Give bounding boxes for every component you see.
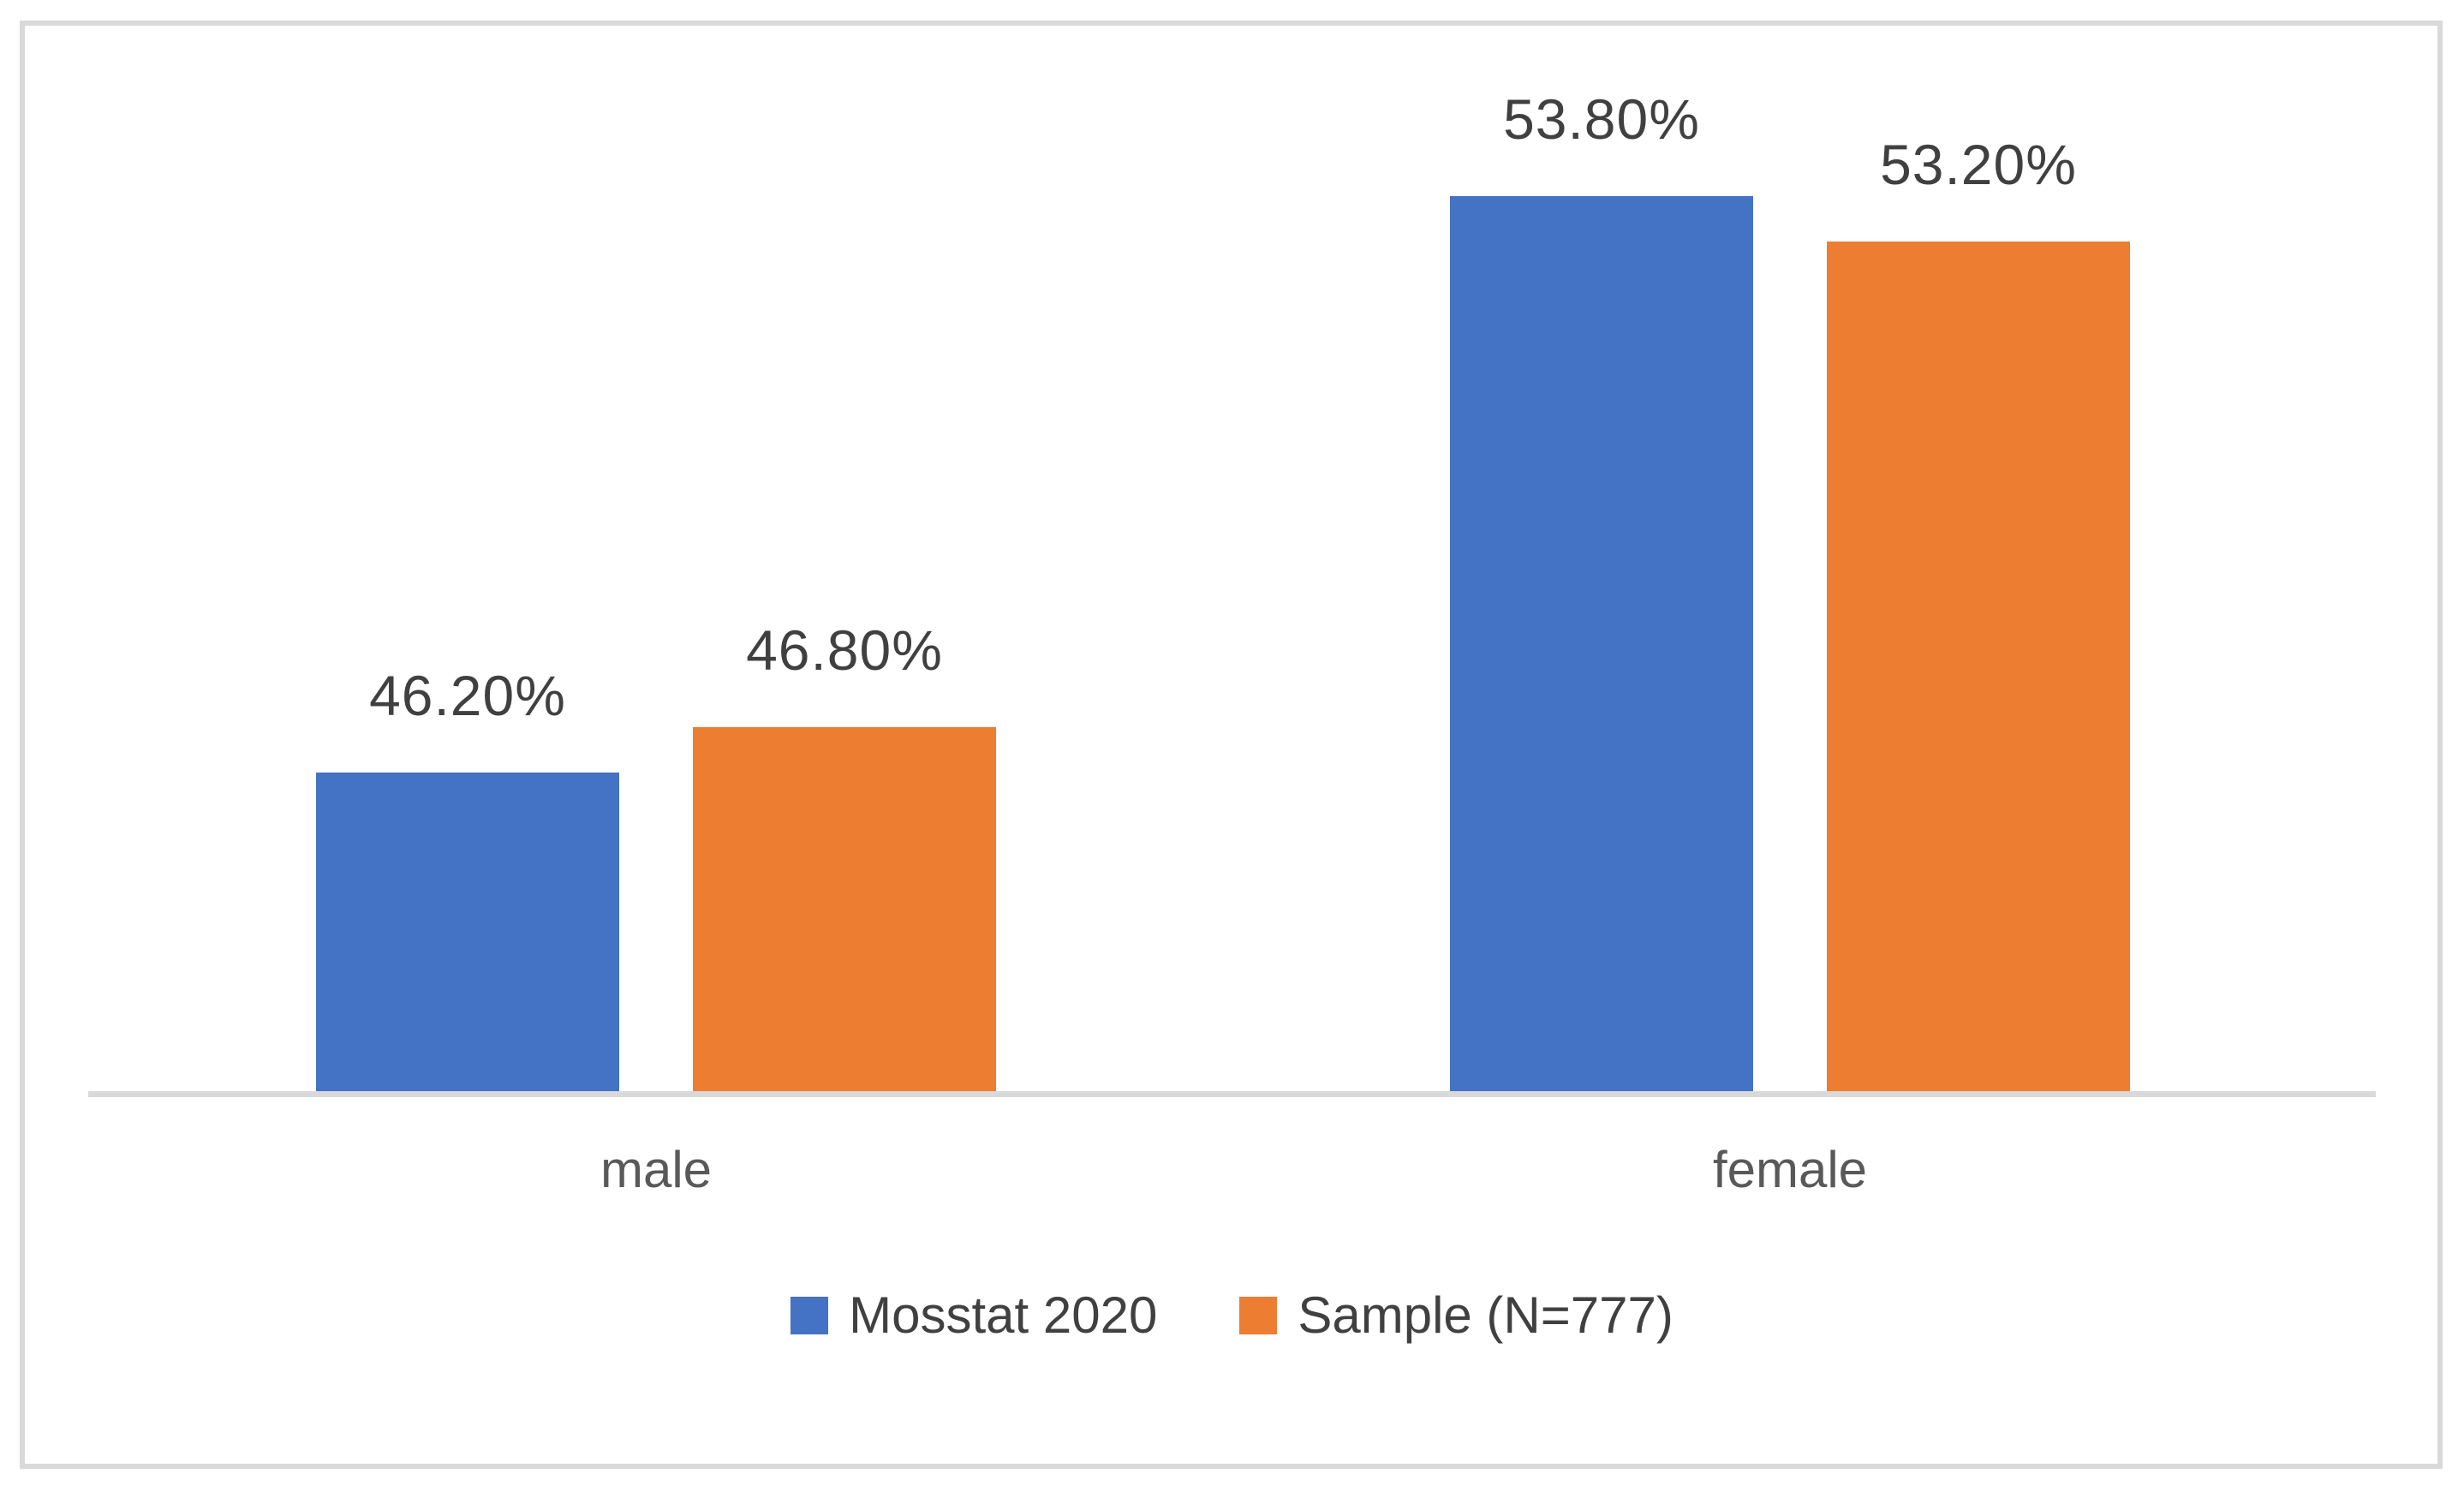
legend-entry-sample: Sample (N=777) — [1239, 1285, 1673, 1346]
legend-swatch-sample-icon — [1239, 1297, 1278, 1334]
legend-entry-mosstat: Mosstat 2020 — [791, 1285, 1157, 1346]
category-label-male: male — [600, 1141, 713, 1198]
chart-border — [20, 21, 2443, 1469]
data-label-sample-female: 53.20% — [1880, 133, 2077, 196]
data-label-sample-male: 46.80% — [746, 618, 943, 682]
bar-sample-male — [693, 727, 996, 1091]
legend-swatch-mosstat-icon — [791, 1297, 829, 1334]
legend-label-sample: Sample (N=777) — [1298, 1286, 1673, 1344]
x-axis-line — [88, 1091, 2376, 1097]
category-label-female: female — [1712, 1141, 1868, 1198]
data-label-mosstat-female: 53.80% — [1503, 87, 1700, 151]
bar-mosstat-male — [316, 773, 619, 1091]
legend: Mosstat 2020 Sample (N=777) — [0, 1285, 2464, 1346]
data-label-mosstat-male: 46.20% — [369, 664, 566, 727]
bar-mosstat-female — [1450, 196, 1753, 1091]
legend-label-mosstat: Mosstat 2020 — [849, 1286, 1158, 1344]
bar-sample-female — [1827, 242, 2130, 1091]
